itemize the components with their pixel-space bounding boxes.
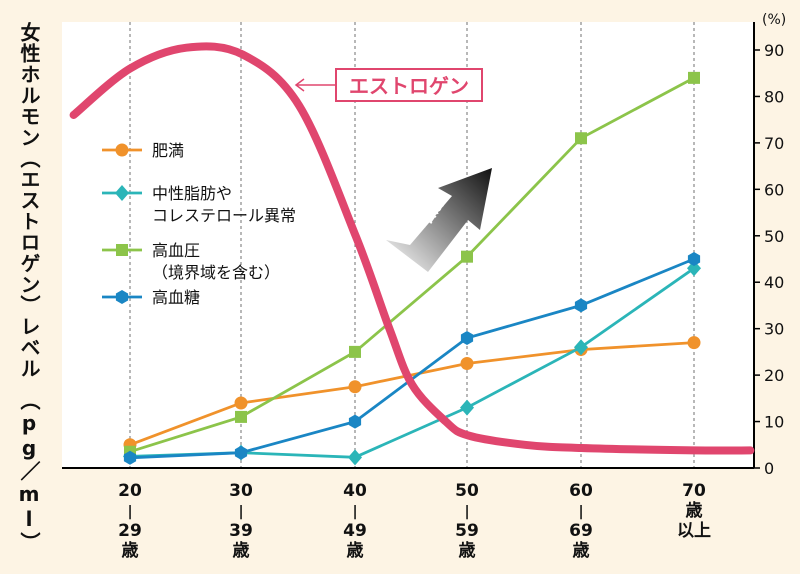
series-2-point-3	[461, 250, 473, 263]
x-tick-label-0-0: 20	[118, 481, 142, 501]
legend-label-2-1: （境界域を含む）	[152, 263, 280, 282]
estrogen-callout-arrowhead	[294, 78, 305, 92]
y2-tick-label-5: 50	[764, 227, 784, 246]
series-3-point-5	[687, 252, 701, 266]
legend-marker-1	[115, 185, 129, 201]
y2-tick-label-1: 10	[764, 413, 784, 432]
legend-label-3-0: 高血糖	[152, 288, 200, 307]
series-0-point-2	[348, 380, 362, 394]
estrogen-curve	[69, 42, 755, 455]
x-tick-label-0-3: 歳	[122, 540, 139, 561]
series-2-point-2	[349, 345, 361, 358]
y2-tick-label-2: 20	[764, 366, 784, 385]
y2-tick-label-6: 60	[764, 180, 784, 199]
x-tick-label-1-3: 歳	[233, 540, 250, 561]
legend-marker-3	[115, 290, 129, 304]
x-tick-label-3-1: |	[464, 504, 469, 520]
y2-unit-label: (%)	[762, 12, 787, 28]
tick-labels: 010203040506070809020|29歳30|39歳40|49歳50|…	[118, 41, 784, 561]
series-3-point-0	[123, 450, 137, 465]
x-tick-label-4-0: 60	[569, 481, 593, 501]
series-line-2	[129, 76, 695, 454]
y2-tick-label-3: 30	[764, 320, 784, 339]
x-tick-label-5-2: 以上	[677, 521, 711, 541]
legend-label-1-0: 中性脂肪や	[152, 184, 232, 203]
y2-tick-label-8: 80	[764, 87, 784, 106]
x-tick-label-2-2: 49	[343, 521, 367, 541]
legend-label-0-0: 肥満	[152, 141, 184, 160]
x-tick-label-3-0: 50	[455, 481, 479, 501]
x-tick-label-3-2: 59	[455, 521, 479, 541]
estrogen-label: エストロゲン	[349, 74, 469, 98]
legend-label-2-0: 高血圧	[152, 241, 200, 260]
increase-arrow-shape	[386, 168, 492, 272]
series-1-point-4	[574, 339, 588, 356]
legend-label-1-1: コレステロール異常	[152, 206, 296, 225]
series-1-point-5	[687, 260, 701, 277]
series-0-point-3	[460, 357, 474, 370]
series-0-point-5	[687, 336, 701, 350]
x-tick-label-0-1: |	[127, 504, 132, 520]
y2-tick-label-0: 0	[764, 459, 774, 478]
x-tick-label-2-0: 40	[343, 481, 367, 501]
x-tick-label-4-1: |	[578, 504, 583, 520]
x-tick-label-5-1: 歳	[686, 500, 703, 521]
series-0-point-1	[234, 396, 248, 410]
x-tick-label-4-3: 歳	[573, 540, 590, 561]
series-group	[123, 71, 701, 466]
estrogen-label-box	[335, 68, 483, 102]
x-tick-label-5-0: 70	[682, 481, 706, 501]
series-3-point-1	[234, 445, 248, 460]
estrogen-curve-group: エストロゲン	[69, 42, 755, 455]
y-axis-label: 女性ホルモン（エストロゲン）レベル （pg／ml）	[17, 22, 41, 553]
series-2	[124, 71, 700, 458]
x-tick-label-1-1: |	[238, 504, 243, 520]
legend-marker-0	[115, 143, 129, 157]
x-tick-label-2-3: 歳	[347, 540, 364, 561]
y2-tick-label-9: 90	[764, 41, 784, 60]
series-3-point-3	[460, 331, 474, 345]
x-tick-label-3-3: 歳	[459, 540, 476, 561]
series-3-point-2	[348, 414, 362, 429]
series-3-point-4	[574, 298, 588, 313]
y2-tick-label-7: 70	[764, 134, 784, 153]
series-2-point-5	[688, 71, 700, 84]
series-2-point-4	[575, 132, 587, 145]
x-tick-label-0-2: 29	[118, 521, 142, 541]
x-tick-label-2-1: |	[352, 504, 357, 520]
x-tick-label-1-2: 39	[229, 521, 253, 541]
series-2-point-1	[235, 410, 247, 423]
series-1-point-2	[348, 449, 362, 466]
x-tick-label-4-2: 69	[569, 521, 593, 541]
legend-marker-2	[116, 244, 128, 256]
y2-tick-label-4: 40	[764, 273, 784, 292]
series-1-point-3	[460, 399, 474, 416]
x-tick-label-1-0: 30	[229, 481, 253, 501]
